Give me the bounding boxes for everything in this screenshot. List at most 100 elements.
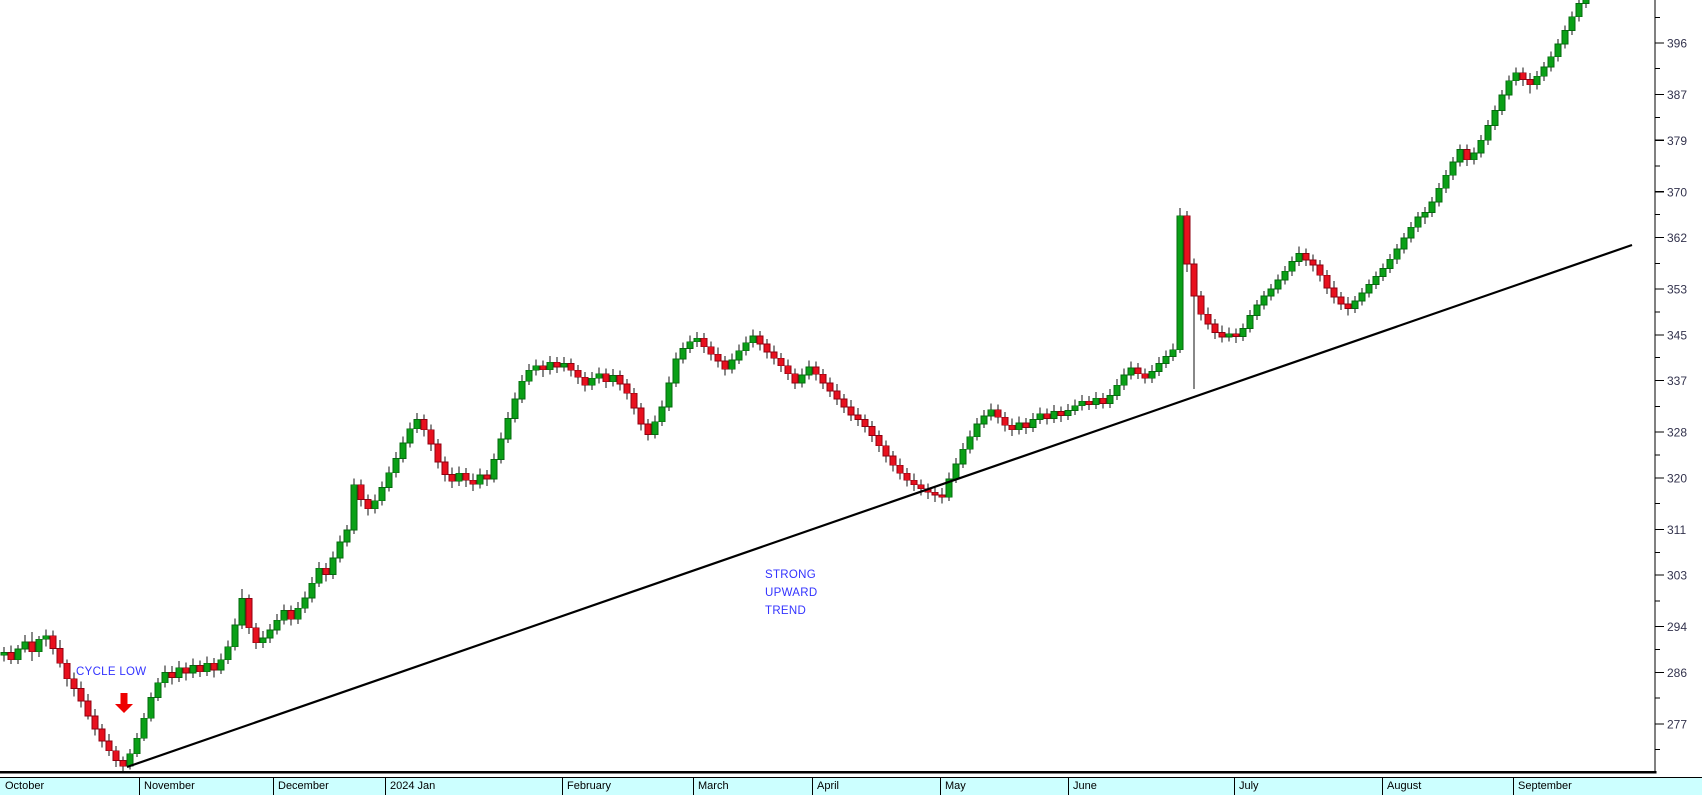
candle-up [1365,284,1373,294]
candle-down [77,688,85,702]
month-label-march: March [698,780,729,792]
candle-up [1281,270,1289,281]
candle-up [1064,409,1072,416]
candle-up [0,651,8,656]
candle-down [770,351,778,359]
month-label-october: October [5,780,45,792]
candle-down [357,484,365,501]
candle-up [1533,75,1541,86]
candle-up [1575,3,1583,18]
candle-down [707,346,715,355]
candle-up [546,361,554,371]
y-tick-label: 387 [1667,88,1687,102]
candle-down [1134,367,1142,375]
candle-down [196,665,204,673]
candle-up [805,366,813,376]
month-divider [1234,778,1235,795]
candle-down [917,484,925,490]
upward-trendline[interactable] [126,243,1633,769]
candle-down [98,728,106,742]
candle-down [896,464,904,474]
candle-up [1015,422,1023,431]
candle-up [231,624,239,648]
candle-up [1288,261,1296,272]
candles [0,0,1590,771]
candle-up [1428,201,1436,213]
y-tick-label: 311 [1667,523,1686,537]
candle-down [868,425,876,436]
candle-down [910,479,918,486]
candle-up [1260,295,1268,306]
y-tick-label: 277 [1667,717,1687,731]
candle-up [273,619,281,631]
cycle-low-annotation: CYCLE LOW [76,666,147,678]
month-label-december: December [278,780,329,792]
trend-label-line3: TREND [765,605,807,617]
candle-up [1561,30,1569,45]
candle-up [189,665,197,674]
candle-down [112,750,120,761]
candle-up [1498,94,1506,111]
candle-up [1274,279,1282,290]
month-divider [1382,778,1383,795]
candle-down [903,472,911,481]
candle-down [1141,373,1149,379]
month-label-february: February [567,780,612,792]
candle-up [1421,211,1429,218]
month-divider [139,778,140,795]
candle-down [567,363,575,371]
candle-down [1057,411,1065,416]
candle-down [91,715,99,730]
candle-up [1442,174,1450,189]
candle-up [476,474,484,485]
candle-up [1582,0,1590,4]
candle-down [1043,413,1051,419]
y-tick-label: 328 [1667,426,1687,440]
candle-up [1505,80,1513,96]
candle-down [784,365,792,375]
candle-down [7,651,15,661]
candle-up [1435,187,1443,203]
candle-up [413,419,421,430]
candle-up [1106,395,1114,404]
candle-up [749,335,757,344]
trend-label-line1: STRONG [765,569,816,581]
candle-up [1036,413,1044,420]
candle-up [1512,72,1520,82]
candle-up [1491,110,1499,126]
candle-up [154,682,162,698]
candle-up [658,406,666,423]
candle-up [175,667,183,678]
candle-up [371,500,379,510]
candle-down [287,610,295,620]
candle-up [1379,268,1387,277]
y-tick-label: 370 [1667,185,1687,199]
candle-down [840,398,848,408]
trend-label-line2: UPWARD [765,587,818,599]
candle-down [322,567,330,575]
x-axis-month-strip[interactable]: October November December 2024 Jan February M… [0,777,1702,795]
candle-down [791,373,799,384]
candle-up [504,417,512,440]
candle-up [1078,400,1086,407]
candle-down [56,647,64,664]
candle-up [1225,333,1233,338]
candle-up [1246,314,1254,329]
candle-up [609,375,617,383]
candle-up [329,557,337,575]
candle-down [434,443,442,463]
candle-up [511,398,519,419]
candle-up [392,458,400,474]
candle-up [1407,226,1415,239]
candle-down [210,662,218,671]
candle-up [973,423,981,438]
candle-up [1239,328,1247,337]
y-axis[interactable]: 396 387 379 370 362 353 345 337 328 320 311 303 294 2… [1654,0,1687,774]
candle-down [539,365,547,371]
candle-down [1099,397,1107,404]
candle-up [35,638,43,653]
candle-up [42,635,50,640]
candle-up [21,641,29,650]
candle-up [1351,300,1359,309]
